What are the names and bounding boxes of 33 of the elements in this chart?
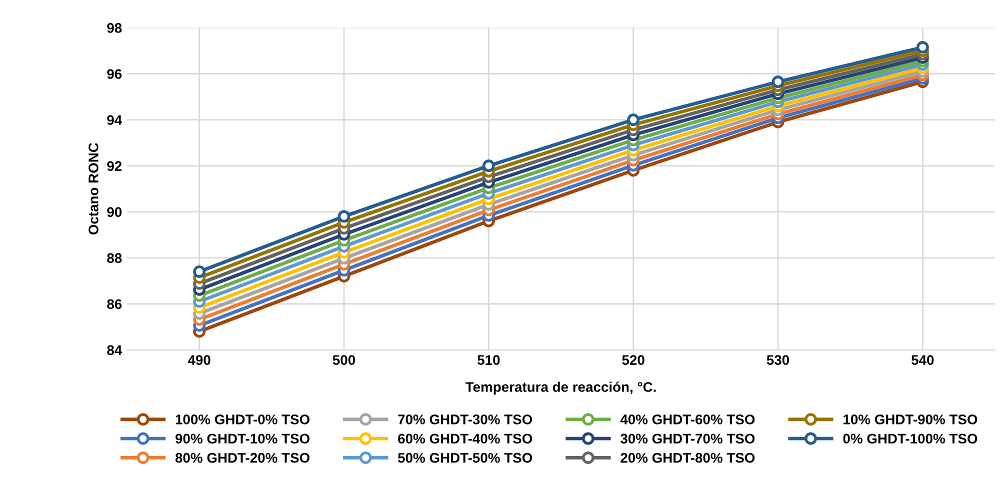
- x-tick-label: 510: [478, 355, 500, 365]
- legend-label: 10% GHDT-90% TSO: [844, 414, 978, 424]
- legend-label: 0% GHDT-100% TSO: [843, 434, 978, 444]
- x-tick-label: 530: [766, 355, 790, 365]
- y-tick-label: 94: [107, 115, 122, 125]
- legend-label: 40% GHDT-60% TSO: [620, 414, 755, 424]
- legend-label: 90% GHDT-10% TSO: [175, 434, 310, 444]
- legend-label: 80% GHDT-20% TSO: [175, 452, 310, 463]
- legend-label: 20% GHDT-80% TSO: [620, 452, 755, 463]
- point: [482, 160, 495, 172]
- legend-label: 30% GHDT-70% TSO: [620, 434, 755, 444]
- point: [338, 210, 350, 223]
- y-tick-label: 96: [107, 69, 122, 79]
- y-tick-label: 92: [107, 161, 122, 171]
- x-tick-label: 540: [912, 355, 934, 365]
- legend-label: 60% GHDT-40% TSO: [398, 434, 532, 444]
- y-axis-title: Octano RONC: [88, 142, 98, 235]
- legend-label: 70% GHDT-30% TSO: [398, 414, 532, 424]
- y-tick-label: 84: [107, 345, 122, 356]
- x-tick-label: 520: [622, 355, 644, 365]
- legend-label: 50% GHDT-50% TSO: [398, 452, 532, 463]
- y-tick-label: 88: [107, 253, 122, 264]
- x-axis-title: Temperatura de reacción, °C.: [466, 382, 656, 395]
- point: [772, 76, 784, 88]
- point: [627, 114, 640, 126]
- x-tick-label: 490: [188, 355, 210, 365]
- y-tick-label: 90: [107, 207, 122, 217]
- y-tick-label: 86: [107, 299, 122, 310]
- legend-label: 100% GHDT-0% TSO: [176, 414, 310, 424]
- point: [193, 265, 206, 278]
- x-tick-label: 500: [332, 355, 356, 365]
- y-tick-label: 98: [107, 23, 122, 33]
- point: [916, 41, 929, 54]
